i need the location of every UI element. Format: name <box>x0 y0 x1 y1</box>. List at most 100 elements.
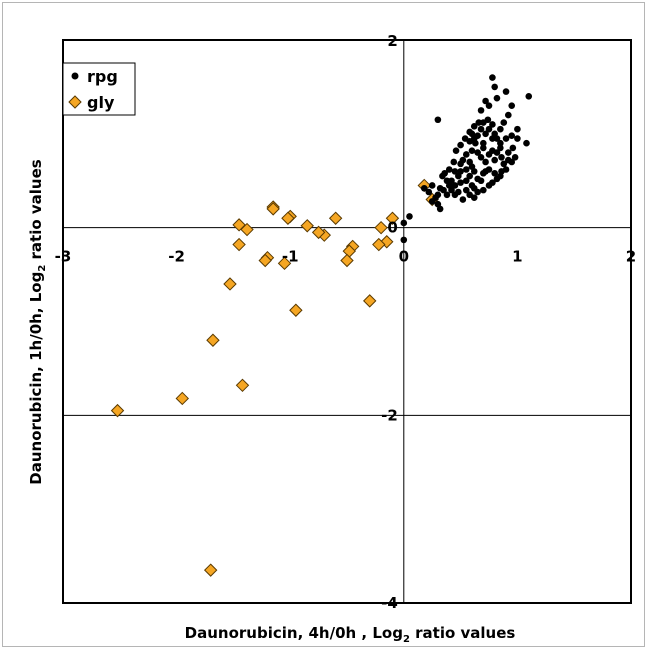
data-point-gly <box>374 220 388 235</box>
x-tick-label: 1 <box>512 248 522 266</box>
data-point-rpg <box>493 135 501 142</box>
data-point-rpg <box>491 83 498 91</box>
data-point-rpg <box>497 125 504 133</box>
data-point-rpg <box>436 184 444 192</box>
data-point-rpg <box>462 186 470 194</box>
data-point-gly <box>289 303 303 317</box>
data-point-rpg <box>502 166 510 173</box>
data-point-rpg <box>480 144 487 152</box>
data-point-rpg <box>489 121 496 128</box>
data-point-rpg <box>462 166 470 173</box>
data-point-rpg <box>455 172 462 180</box>
data-point-gly <box>175 391 189 406</box>
x-tick-label: -2 <box>168 248 185 266</box>
data-point-rpg <box>482 130 489 138</box>
data-point-rpg <box>525 93 533 100</box>
data-point-gly <box>311 225 326 240</box>
data-point-rpg <box>474 149 481 156</box>
data-point-gly <box>340 253 354 268</box>
data-point-rpg <box>482 97 489 105</box>
data-point-rpg <box>508 158 516 166</box>
data-point-rpg <box>509 144 517 152</box>
data-point-gly <box>232 218 246 232</box>
data-point-gly <box>277 256 292 271</box>
data-point-gly <box>258 253 272 268</box>
data-point-rpg <box>477 125 485 133</box>
data-point-rpg <box>493 149 501 156</box>
data-point-gly <box>385 211 400 225</box>
data-point-gly <box>281 211 295 225</box>
data-point-rpg <box>477 177 485 185</box>
data-point-rpg <box>523 139 530 147</box>
data-point-rpg <box>470 123 478 130</box>
legend-marker-gly <box>68 95 82 109</box>
data-point-rpg <box>459 196 467 203</box>
y-tick-label: -2 <box>381 406 398 424</box>
data-point-rpg <box>508 102 516 109</box>
data-point-rpg <box>457 160 464 168</box>
data-point-rpg <box>480 119 487 126</box>
data-point-rpg <box>445 166 453 173</box>
data-point-rpg <box>493 175 501 183</box>
data-point-rpg <box>457 141 464 149</box>
data-point-rpg <box>477 153 485 161</box>
data-point-rpg <box>462 151 470 158</box>
x-tick-label: -1 <box>282 248 299 266</box>
data-point-rpg <box>468 147 476 155</box>
data-point-rpg <box>439 172 446 180</box>
y-tick-label: -4 <box>381 594 398 612</box>
data-point-rpg <box>485 151 493 158</box>
data-point-rpg <box>451 182 459 189</box>
data-point-rpg <box>466 128 473 136</box>
data-points <box>110 74 533 577</box>
y-tick-label: 0 <box>387 219 397 237</box>
data-point-rpg <box>508 132 516 140</box>
data-point-gly <box>232 237 246 252</box>
data-point-rpg <box>406 213 413 220</box>
data-point-rpg <box>428 198 436 205</box>
data-point-rpg <box>480 186 487 194</box>
data-point-rpg <box>500 160 508 168</box>
data-point-rpg <box>428 182 436 189</box>
x-axis-label: Daunorubicin, 4h/0h , Log2 ratio values <box>185 624 516 645</box>
data-point-gly <box>266 202 280 216</box>
data-point-rpg <box>505 149 512 156</box>
data-point-gly <box>328 211 343 225</box>
data-point-gly <box>206 333 220 347</box>
data-point-rpg <box>434 116 442 124</box>
y-axis-label: Daunorubicin, 1h/0h, Log2 ratio values <box>27 159 48 485</box>
data-point-gly <box>300 219 314 233</box>
data-point-rpg <box>514 125 521 133</box>
data-point-rpg <box>477 107 485 114</box>
data-point-rpg <box>485 125 493 133</box>
data-point-rpg <box>491 156 498 164</box>
data-point-rpg <box>489 74 496 81</box>
plot-area <box>62 39 632 604</box>
data-point-rpg <box>491 169 498 177</box>
data-point-rpg <box>482 158 489 166</box>
data-point-rpg <box>462 177 470 185</box>
data-point-rpg <box>457 179 464 186</box>
data-point-rpg <box>511 153 519 161</box>
data-point-rpg <box>425 188 433 196</box>
data-point-rpg <box>470 194 478 201</box>
data-point-rpg <box>502 88 510 95</box>
x-tick-label: 0 <box>399 248 409 266</box>
data-point-rpg <box>485 102 493 109</box>
data-point-rpg <box>498 153 505 161</box>
data-point-rpg <box>497 144 504 152</box>
data-point-gly <box>110 403 125 418</box>
data-point-gly <box>363 294 377 308</box>
data-point-rpg <box>500 119 508 126</box>
data-point-rpg <box>480 139 487 147</box>
data-point-rpg <box>470 168 478 175</box>
data-point-rpg <box>505 111 512 119</box>
data-point-rpg <box>493 94 501 102</box>
data-point-gly <box>203 563 218 577</box>
data-point-rpg <box>450 158 458 166</box>
reference-lines <box>63 40 631 603</box>
data-point-rpg <box>451 191 459 199</box>
legend-label-rpg: rpg <box>87 67 118 86</box>
x-tick-label: -3 <box>55 248 72 266</box>
